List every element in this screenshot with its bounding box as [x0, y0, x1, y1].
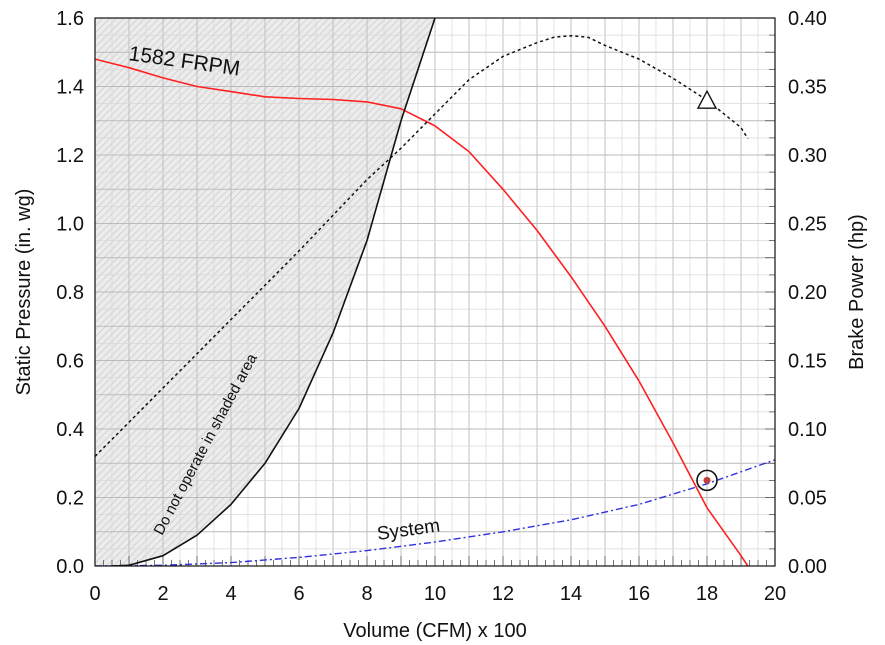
- y2-tick-label: 0.40: [788, 8, 827, 30]
- y-tick-label: 1.2: [56, 145, 84, 167]
- y2-tick-label: 0.05: [788, 488, 827, 510]
- brake-power-marker: [696, 89, 718, 109]
- x-tick-label: 12: [492, 583, 514, 605]
- y2-tick-label: 0.20: [788, 282, 827, 304]
- system-curve-line: [95, 459, 775, 566]
- y2-tick-label: 0.30: [788, 145, 827, 167]
- y2-tick-label: 0.00: [788, 556, 827, 578]
- y-tick-label: 1.0: [56, 214, 84, 236]
- y-tick-label: 1.6: [56, 8, 84, 30]
- y-axis-title: Static Pressure (in. wg): [13, 189, 35, 396]
- brake-power-line: [95, 35, 749, 457]
- grid-layer: [94, 17, 776, 567]
- x-tick-label: 16: [628, 583, 650, 605]
- y-tick-label: 0.8: [56, 282, 84, 304]
- x-tick-label: 10: [424, 583, 446, 605]
- x-tick-label: 8: [361, 583, 372, 605]
- fan-curve-line: [95, 58, 749, 566]
- x-tick-label: 14: [560, 583, 582, 605]
- marker-layer: [696, 89, 718, 492]
- operating-limit-line: [111, 18, 436, 566]
- x-tick-label: 2: [157, 583, 168, 605]
- plot-frame: [94, 17, 776, 567]
- y2-tick-label: 0.10: [788, 419, 827, 441]
- y2-axis-title: Brake Power (hp): [846, 214, 868, 370]
- x-tick-label: 4: [225, 583, 236, 605]
- x-axis-title: Volume (CFM) x 100: [343, 620, 526, 642]
- x-tick-label: 18: [696, 583, 718, 605]
- operating-point-ring: [696, 469, 718, 492]
- tick-label-layer: 0 2 4 6 8 10 12 14 16 18 20 0.0 0.2 0.4 0.6 0.8 1.0 1.2 1.…: [56, 8, 827, 605]
- y-tick-label: 1.4: [56, 77, 84, 99]
- y2-tick-label: 0.25: [788, 214, 827, 236]
- x-tick-label: 0: [89, 583, 100, 605]
- x-tick-label: 20: [764, 583, 786, 605]
- operating-point-dot: [703, 476, 711, 484]
- y2-tick-label: 0.15: [788, 351, 827, 373]
- y-tick-label: 0.2: [56, 488, 84, 510]
- x-tick-label: 6: [293, 583, 304, 605]
- y-tick-label: 0.0: [56, 556, 84, 578]
- system-curve-label: System: [376, 515, 442, 545]
- y-tick-label: 0.4: [56, 419, 84, 441]
- y-tick-label: 0.6: [56, 351, 84, 373]
- series-layer: [95, 18, 775, 566]
- y2-tick-label: 0.35: [788, 77, 827, 99]
